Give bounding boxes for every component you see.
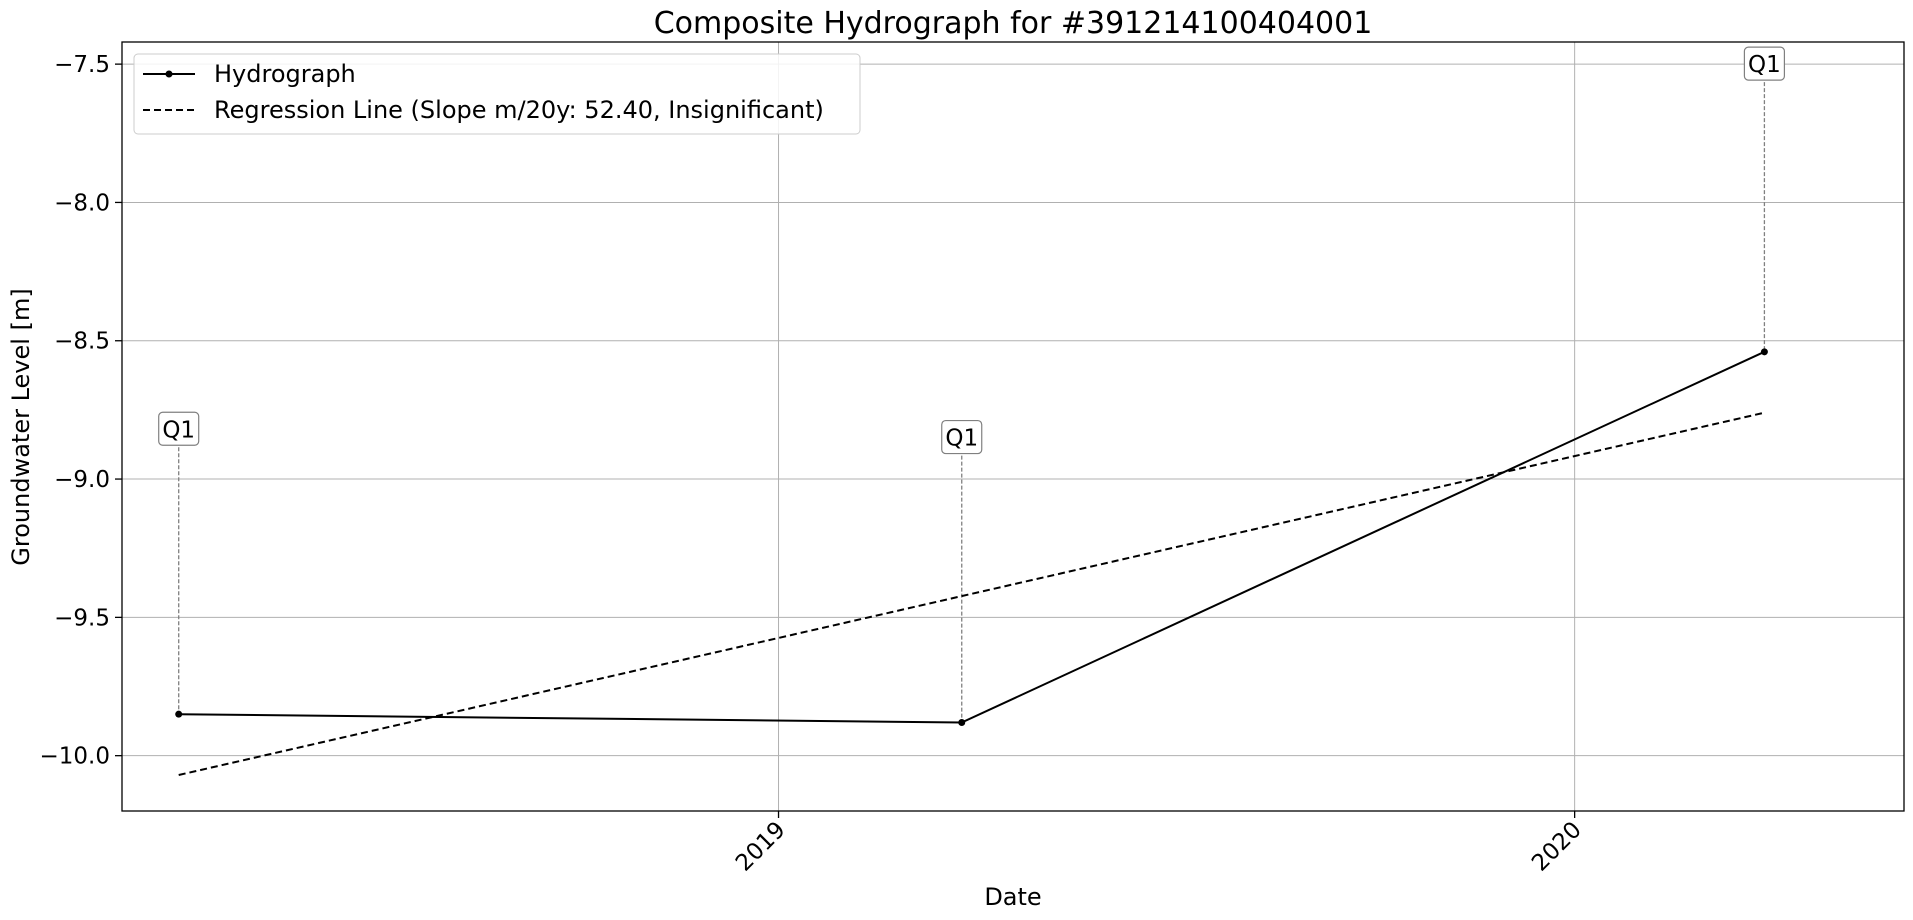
y-tick-label: −10.0 <box>40 744 110 770</box>
legend: Hydrograph Regression Line (Slope m/20y:… <box>133 53 861 135</box>
x-axis-label: Date <box>984 883 1041 911</box>
annotation-box <box>941 419 983 455</box>
annotation-label: Q1 <box>945 426 978 452</box>
annotation-box <box>1743 46 1786 81</box>
annotation-labels: Q1 Q1 Q1 <box>158 46 1786 455</box>
series-lines <box>175 348 1768 776</box>
legend-hydrograph-marker <box>165 70 173 78</box>
plot-frame <box>121 41 1905 812</box>
annotation-label: Q1 <box>1748 52 1781 78</box>
annotation-leader-lines <box>178 82 1766 723</box>
legend-hydrograph-label: Hydrograph <box>214 60 356 88</box>
legend-regression-label: Regression Line (Slope m/20y: 52.40, Ins… <box>214 96 824 124</box>
hydrograph-point <box>958 718 966 726</box>
hydrograph-point <box>175 710 183 718</box>
y-axis-label: Groundwater Level [m] <box>7 288 35 565</box>
y-tick-label: −9.5 <box>54 605 110 631</box>
y-tick-label: −8.5 <box>54 329 110 355</box>
annotation-label: Q1 <box>162 417 195 443</box>
hydrograph-point <box>1760 348 1768 356</box>
chart-title: Composite Hydrograph for #39121410040400… <box>654 6 1373 41</box>
annotation-box <box>158 411 200 446</box>
y-tick-label: −9.0 <box>54 467 110 493</box>
regression-line <box>178 411 1765 776</box>
y-tick-label: −7.5 <box>54 52 110 78</box>
legend-box <box>133 53 861 135</box>
y-tick-label: −8.0 <box>54 190 110 216</box>
